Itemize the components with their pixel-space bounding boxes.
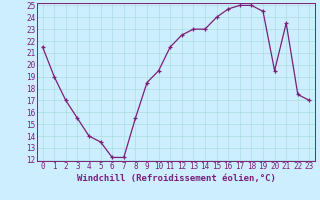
X-axis label: Windchill (Refroidissement éolien,°C): Windchill (Refroidissement éolien,°C) <box>76 174 276 183</box>
